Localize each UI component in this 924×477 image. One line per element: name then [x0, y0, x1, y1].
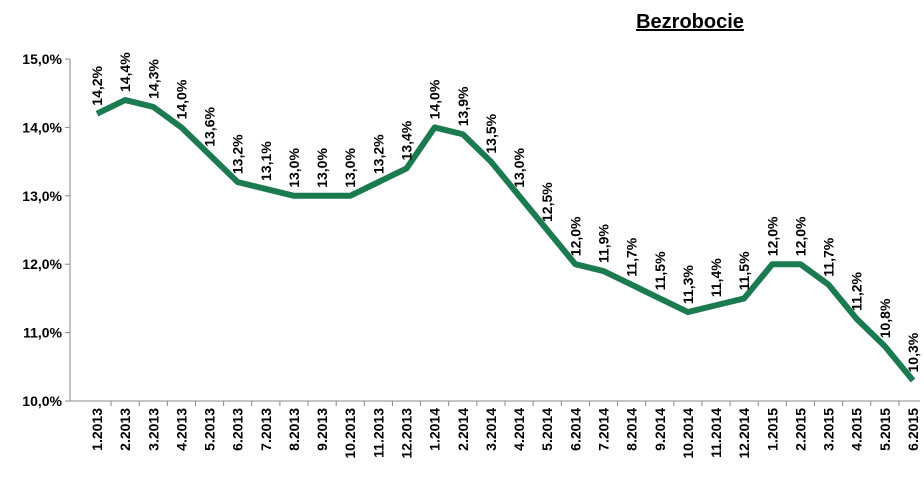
x-tick-label: 4.2015 [849, 408, 865, 451]
y-tick-label: 12,0% [22, 256, 62, 272]
x-tick-label: 10.2014 [680, 408, 696, 459]
data-label: 13,9% [455, 86, 471, 126]
y-tick-label: 15,0% [22, 51, 62, 67]
y-tick-label: 10,0% [22, 393, 62, 409]
x-tick-label: 10.2013 [342, 408, 358, 459]
x-tick-label: 12.2014 [736, 408, 752, 459]
data-label: 12,5% [539, 182, 555, 222]
data-label: 11,4% [708, 258, 724, 297]
y-tick-label: 14,0% [22, 119, 62, 135]
x-tick-label: 3.2013 [145, 408, 161, 451]
x-tick-label: 4.2013 [173, 408, 189, 451]
x-tick-label: 5.2014 [539, 408, 555, 451]
data-label: 13,6% [202, 107, 218, 147]
data-label: 10,3% [905, 332, 921, 372]
x-tick-label: 12.2013 [399, 408, 415, 459]
x-tick-label: 5.2013 [202, 408, 218, 451]
data-label: 14,0% [427, 79, 443, 119]
data-label: 14,2% [89, 65, 105, 105]
x-tick-label: 3.2015 [821, 408, 837, 451]
x-tick-label: 6.2015 [905, 408, 921, 451]
x-tick-label: 7.2013 [258, 408, 274, 451]
x-tick-label: 11.2014 [708, 408, 724, 458]
data-label: 11,9% [595, 224, 611, 263]
data-label: 10,8% [877, 298, 893, 338]
chart-title: Bezrobocie [636, 11, 744, 33]
data-label: 13,0% [342, 148, 358, 188]
data-label: 13,2% [230, 134, 246, 174]
data-label: 11,2% [849, 271, 865, 310]
x-tick-label: 8.2014 [624, 408, 640, 451]
x-tick-label: 9.2013 [314, 408, 330, 451]
data-label: 11,5% [736, 251, 752, 290]
data-label: 11,7% [624, 237, 640, 276]
x-tick-label: 3.2014 [483, 408, 499, 451]
x-tick-label: 1.2015 [764, 408, 780, 451]
x-tick-label: 6.2014 [567, 408, 583, 451]
data-label: 13,2% [370, 134, 386, 174]
x-tick-label: 2.2015 [792, 408, 808, 451]
x-tick-label: 1.2014 [427, 408, 443, 451]
x-tick-label: 5.2015 [877, 408, 893, 451]
x-tick-label: 9.2014 [652, 408, 668, 451]
x-tick-label: 6.2013 [230, 408, 246, 451]
x-tick-label: 8.2013 [286, 408, 302, 451]
data-label: 13,0% [314, 148, 330, 188]
data-label: 12,0% [567, 216, 583, 256]
data-label: 11,7% [821, 237, 837, 276]
data-label: 13,4% [399, 120, 415, 160]
data-label: 13,0% [511, 148, 527, 188]
data-label: 14,4% [117, 52, 133, 92]
data-label: 11,5% [652, 251, 668, 290]
data-label: 13,5% [483, 113, 499, 153]
x-tick-label: 2.2013 [117, 408, 133, 451]
x-tick-label: 1.2013 [89, 408, 105, 451]
x-tick-label: 4.2014 [511, 408, 527, 451]
x-tick-label: 2.2014 [455, 408, 471, 451]
data-label: 14,3% [145, 59, 161, 99]
x-tick-label: 11.2013 [370, 408, 386, 458]
data-label: 11,3% [680, 265, 696, 304]
data-label: 12,0% [792, 216, 808, 256]
line [95, 97, 916, 383]
y-tick-label: 13,0% [22, 188, 62, 204]
data-label: 13,1% [258, 141, 274, 181]
y-tick-label: 11,0% [23, 325, 62, 341]
data-label: 14,0% [173, 79, 189, 119]
data-label: 13,0% [286, 148, 302, 188]
x-tick-label: 7.2014 [595, 408, 611, 451]
data-label: 12,0% [764, 216, 780, 256]
